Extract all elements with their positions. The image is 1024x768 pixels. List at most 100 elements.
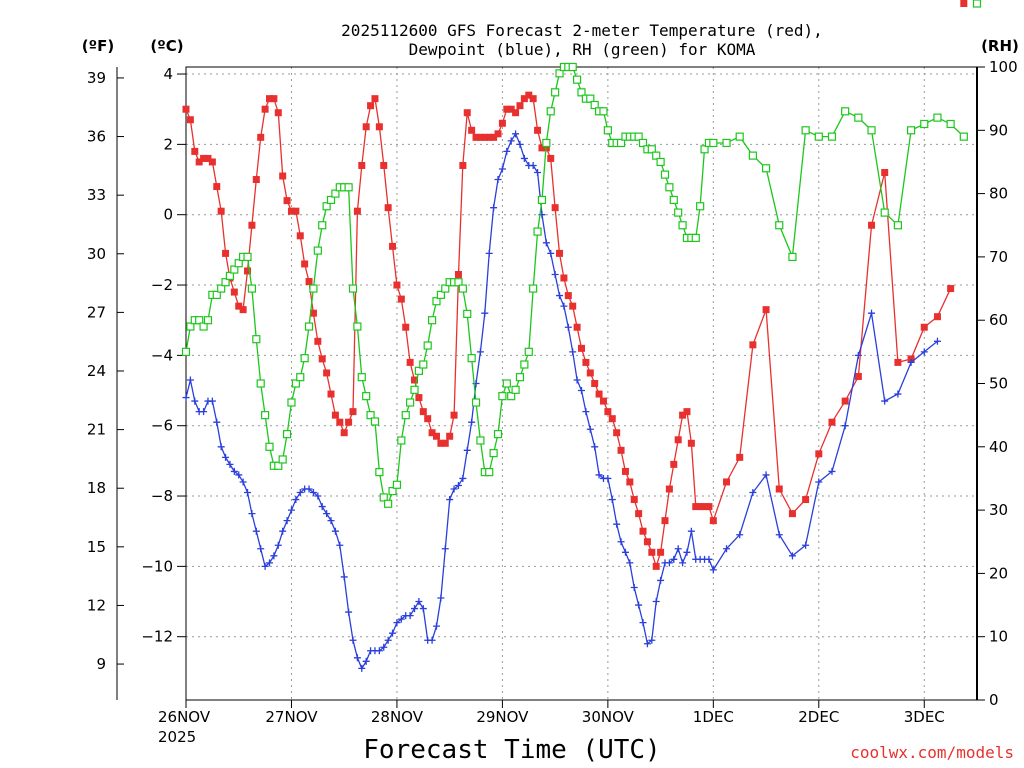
dewpoint-point <box>788 552 796 560</box>
dewpoint-point <box>591 443 599 451</box>
x-tick-sublabel: 2025 <box>158 728 196 746</box>
temperature-point <box>802 496 810 504</box>
temperature-point <box>270 95 278 103</box>
dewpoint-point <box>257 545 265 553</box>
dewpoint-point <box>512 130 520 138</box>
rh-point <box>353 322 362 331</box>
dewpoint-point <box>578 387 585 395</box>
dewpoint-point <box>318 503 326 511</box>
rh-point <box>827 132 837 141</box>
temperature-point <box>204 154 212 162</box>
temperature-point <box>257 133 265 141</box>
dewpoint-point <box>191 397 199 405</box>
rh-point <box>357 373 366 382</box>
temperature-point <box>617 446 625 454</box>
temperature-point <box>613 429 621 437</box>
temperature-point <box>283 197 291 205</box>
temperature-point <box>446 432 454 440</box>
c-tick-label: 0 <box>163 206 173 224</box>
rh-point <box>511 385 520 394</box>
rh-tick-label: 0 <box>989 691 999 709</box>
temperature-point <box>481 133 489 141</box>
rh-point <box>221 278 230 287</box>
rh-point <box>669 195 678 205</box>
temperature-point <box>709 517 717 525</box>
temperature-point <box>687 439 695 447</box>
rh-point <box>893 221 903 230</box>
temperature-point <box>248 221 256 229</box>
rh-tick-label: 30 <box>989 501 1008 519</box>
rh-point <box>375 468 384 477</box>
dewpoint-point <box>340 573 348 581</box>
f-tick-label: 15 <box>87 538 106 556</box>
dewpoint-point <box>336 541 344 549</box>
temperature-point <box>665 485 673 493</box>
temperature-point <box>736 453 744 461</box>
rh-point <box>225 271 235 280</box>
rh-point <box>678 221 687 230</box>
rh-point <box>181 347 191 356</box>
dewpoint-point <box>507 137 515 145</box>
c-tick-label: −10 <box>141 557 173 575</box>
f-tick-label: 9 <box>96 655 106 673</box>
temperature-point <box>815 450 823 458</box>
c-tick-label: 4 <box>163 65 173 83</box>
temperature-point <box>380 161 388 169</box>
temperature-point <box>788 510 796 518</box>
rh-point <box>520 360 529 369</box>
rh-point <box>234 259 243 268</box>
temperature-point <box>679 411 687 419</box>
dewpoint-point <box>802 541 810 549</box>
rh-point <box>195 316 204 325</box>
rh-point <box>722 138 731 148</box>
dewpoint-point <box>446 496 454 504</box>
rh-point <box>616 138 626 148</box>
dewpoint-point <box>375 647 383 655</box>
dewpoint-point <box>683 548 691 556</box>
rh-tick-label: 10 <box>989 628 1008 646</box>
rh-point <box>436 290 445 299</box>
dewpoint-point <box>674 545 682 553</box>
temperature-point <box>327 390 335 398</box>
rh-point <box>537 195 547 205</box>
temperature-point <box>279 172 287 180</box>
temperature-point <box>415 394 423 402</box>
temperature-point <box>933 313 941 321</box>
rh-point <box>186 322 195 331</box>
dewpoint-point <box>270 552 278 560</box>
dewpoint-point <box>542 239 550 247</box>
temperature-point <box>406 358 414 366</box>
dewpoint-point <box>327 517 335 525</box>
dewpoint-point <box>283 517 291 525</box>
temperature-point <box>705 503 713 511</box>
dewpoint-point <box>213 418 221 426</box>
rh-point <box>529 284 538 293</box>
rh-point <box>498 392 507 401</box>
temperature-point <box>674 436 682 444</box>
rh-point <box>696 202 705 211</box>
rh-point <box>867 126 876 135</box>
rh-point <box>665 183 674 192</box>
temperature-point <box>657 548 665 556</box>
temperature-point <box>854 372 862 380</box>
rh-point <box>278 455 287 464</box>
temperature-point <box>516 102 524 110</box>
temperature-point <box>397 295 405 303</box>
temperature-point <box>419 408 427 416</box>
dewpoint-point <box>529 161 537 169</box>
rh-point <box>674 208 683 217</box>
temperature-point <box>490 133 498 141</box>
dewpoint-point <box>468 418 476 426</box>
temperature-point <box>960 0 968 7</box>
f-tick-label: 12 <box>87 596 106 614</box>
rh-point <box>700 145 709 154</box>
dewpoint-line <box>185 132 938 670</box>
dewpoint-point <box>907 358 915 366</box>
rh-point <box>788 252 797 261</box>
rh-tick-label: 90 <box>989 121 1008 139</box>
temperature-point <box>626 478 634 486</box>
dewpoint-point <box>454 481 462 489</box>
rh-point <box>300 354 309 363</box>
dewpoint-point <box>490 204 498 212</box>
temperature-point <box>604 408 612 416</box>
